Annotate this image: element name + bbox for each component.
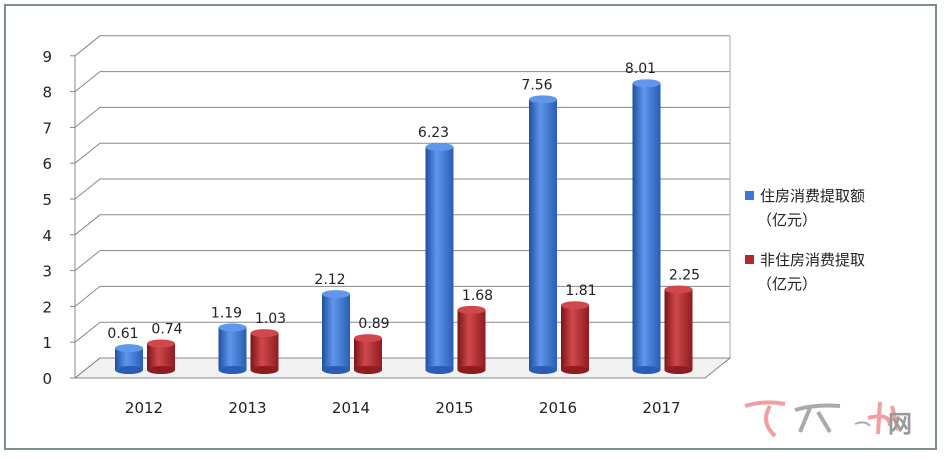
bar	[322, 294, 350, 370]
legend-item-non-housing: 非住房消费提取 （亿元）	[745, 248, 865, 296]
bar-cap	[218, 323, 247, 332]
data-label: 0.74	[151, 322, 182, 338]
data-label: 1.68	[462, 288, 493, 304]
data-label: 2.25	[669, 267, 700, 283]
legend-label: 住房消费提取额	[760, 187, 866, 205]
data-label: 2.12	[314, 272, 345, 288]
watermark-text: 网	[888, 410, 912, 438]
gridline	[74, 35, 730, 57]
bar	[218, 327, 247, 370]
bar-base	[250, 366, 279, 374]
bar-cap	[425, 142, 454, 151]
gridline	[74, 285, 730, 307]
bar-cap	[457, 305, 486, 314]
x-tick-label: 2016	[539, 399, 577, 417]
bar-base	[425, 366, 454, 374]
y-tick-label: 2	[42, 298, 52, 316]
y-tick-label: 5	[42, 191, 52, 209]
legend-label: 非住房消费提取	[760, 251, 866, 269]
y-tick-label: 9	[42, 48, 52, 66]
bar-base	[457, 366, 486, 374]
data-label: 6.23	[418, 125, 449, 141]
bar-base	[115, 366, 143, 374]
bar-cap	[561, 301, 589, 310]
bar	[354, 338, 382, 370]
x-tick-label: 2015	[435, 399, 473, 417]
bar	[115, 348, 143, 370]
data-label: 7.56	[521, 77, 552, 93]
bar-base	[322, 366, 350, 374]
bar	[664, 289, 693, 370]
y-tick-label: 8	[42, 84, 52, 102]
bar-cap	[322, 290, 350, 299]
gridline	[74, 214, 730, 236]
bar-base	[147, 366, 175, 374]
bar-cap	[147, 339, 175, 348]
bar-base	[218, 366, 247, 374]
bar	[425, 146, 454, 370]
bar-base	[354, 366, 382, 374]
data-label: 8.01	[625, 61, 656, 77]
legend-item-housing: 住房消费提取额 （亿元）	[745, 184, 865, 232]
legend-swatch-housing	[745, 191, 754, 200]
legend-unit: （亿元）	[757, 211, 818, 229]
x-tick-label: 2013	[228, 399, 266, 417]
legend-unit: （亿元）	[757, 275, 818, 293]
bar	[561, 305, 589, 370]
bar-cap	[354, 334, 382, 343]
x-tick-label: 2017	[642, 399, 680, 417]
x-tick-label: 2014	[332, 399, 370, 417]
bar	[529, 99, 557, 371]
data-label: 1.81	[565, 283, 596, 299]
gridline	[74, 357, 730, 379]
bar	[632, 83, 661, 370]
watermark-logo: 网	[740, 392, 930, 442]
data-label: 0.61	[107, 326, 138, 342]
y-tick-label: 6	[42, 155, 52, 173]
bar-cap	[250, 329, 279, 338]
bar	[457, 309, 486, 370]
bar-cap	[632, 79, 661, 88]
gridline	[74, 250, 730, 271]
y-tick-label: 7	[42, 119, 52, 137]
gridline	[74, 71, 730, 92]
y-tick-label: 0	[42, 370, 52, 388]
legend-swatch-non-housing	[745, 255, 754, 264]
gridline	[74, 106, 730, 128]
y-tick-label: 4	[42, 227, 52, 245]
gridline	[74, 321, 730, 343]
gridline	[74, 178, 730, 200]
x-tick-label: 2012	[125, 399, 163, 417]
bar-cap	[529, 95, 557, 104]
data-label: 0.89	[358, 316, 389, 332]
bar-cap	[115, 344, 143, 353]
bar	[250, 333, 279, 370]
y-tick-label: 1	[42, 334, 52, 352]
bar	[147, 343, 175, 370]
bar-cap	[664, 285, 693, 294]
y-tick-label: 3	[42, 263, 52, 281]
bar-base	[664, 366, 693, 374]
gridline	[74, 142, 730, 164]
chart-frame	[4, 4, 937, 450]
bar-base	[632, 366, 661, 374]
data-label: 1.19	[211, 305, 242, 321]
bar-base	[561, 366, 589, 374]
data-label: 1.03	[255, 311, 286, 327]
bar-base	[529, 366, 557, 374]
